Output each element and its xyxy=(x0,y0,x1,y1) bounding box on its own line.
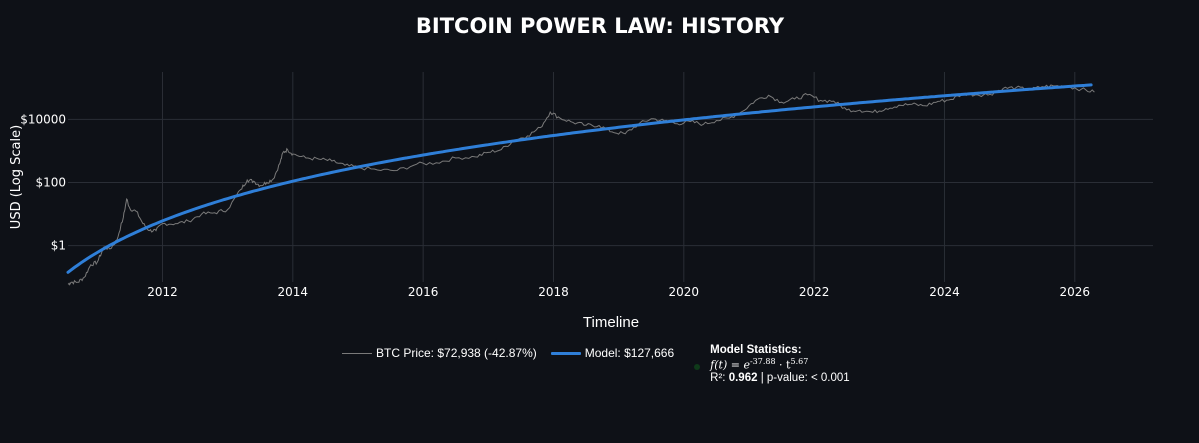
y-axis-label: USD (Log Scale) xyxy=(9,125,24,229)
x-tick-label: 2024 xyxy=(929,285,960,299)
legend: BTC Price: $72,938 (-42.87%) Model: $127… xyxy=(342,344,850,384)
formula-prefix: f(t) = e xyxy=(710,358,750,372)
y-tick-label: $1 xyxy=(51,239,66,253)
x-axis-label: Timeline xyxy=(583,314,639,331)
r2-value: 0.962 xyxy=(728,371,758,384)
x-tick-label: 2018 xyxy=(538,285,569,299)
chart-title: BITCOIN POWER LAW: HISTORY xyxy=(416,14,785,38)
model-stats-title: Model Statistics: xyxy=(710,344,802,356)
y-tick-label: $100 xyxy=(35,176,66,190)
legend-item-btc[interactable]: BTC Price: $72,938 (-42.87%) xyxy=(342,344,537,362)
model-curve xyxy=(66,83,1093,274)
legend-swatch-model xyxy=(550,351,581,355)
grid-lines xyxy=(68,72,1153,282)
legend-label-model: Model: $127,666 xyxy=(584,346,675,360)
x-tick-label: 2014 xyxy=(278,285,309,299)
legend-item-model[interactable]: Model: $127,666 xyxy=(550,344,675,362)
r2-label: R²: xyxy=(710,371,726,384)
stats-marker-dot xyxy=(694,364,701,370)
x-tick-label: 2016 xyxy=(408,285,439,299)
btc-price-line xyxy=(67,84,1095,286)
model-formula: f(t) = e-37.88 · t5.67 xyxy=(710,356,850,372)
legend-swatch-btc xyxy=(342,352,372,354)
x-tick-label: 2026 xyxy=(1060,285,1091,299)
p-value-text: | p-value: < 0.001 xyxy=(760,371,850,384)
model-fit-stats: R²: 0.962 | p-value: < 0.001 xyxy=(710,372,850,384)
model-statistics: Model Statistics: f(t) = e-37.88 · t5.67… xyxy=(710,344,850,384)
formula-exponent-1: -37.88 xyxy=(749,357,776,366)
y-axis-ticks: $1 $100 $10000 xyxy=(20,112,66,252)
x-axis-ticks: 2012 2014 2016 2018 2020 2022 2024 2026 xyxy=(147,285,1090,299)
x-tick-label: 2012 xyxy=(147,285,178,299)
legend-label-btc: BTC Price: $72,938 (-42.87%) xyxy=(376,346,537,360)
x-tick-label: 2022 xyxy=(799,285,830,299)
formula-exponent-2: 5.67 xyxy=(790,357,809,366)
y-tick-label: $10000 xyxy=(20,112,66,126)
formula-mid: · t xyxy=(775,358,791,372)
x-tick-label: 2020 xyxy=(669,285,700,299)
